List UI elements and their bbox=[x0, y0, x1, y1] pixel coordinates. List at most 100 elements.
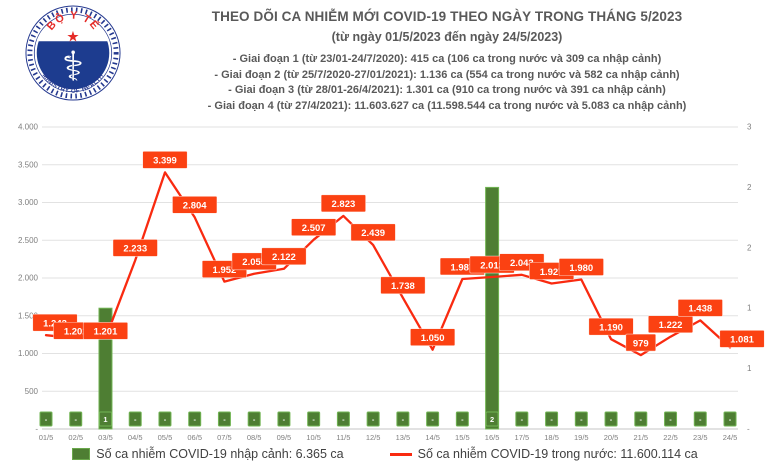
data-label-box bbox=[82, 322, 129, 340]
x-axis-label: 23/5 bbox=[693, 433, 708, 442]
y-axis-label-right: 1 bbox=[747, 304, 752, 313]
x-axis-label: 13/5 bbox=[396, 433, 411, 442]
x-axis-label: 21/5 bbox=[633, 433, 648, 442]
data-label: 1.050 bbox=[421, 333, 445, 344]
domestic-cases-line bbox=[44, 171, 732, 357]
bar-data-label: - bbox=[283, 415, 286, 424]
data-label: 2.233 bbox=[123, 244, 147, 255]
x-axis-label: 02/5 bbox=[68, 433, 83, 442]
data-label: 1.738 bbox=[391, 281, 415, 292]
data-label: 1.202 bbox=[64, 327, 88, 338]
x-axis-label: 05/5 bbox=[158, 433, 173, 442]
y-axis-label-right: 3 bbox=[747, 123, 752, 132]
chart-header: THEO DÕI CA NHIỄM MỚI COVID-19 THEO NGÀY… bbox=[128, 9, 766, 114]
phase-summary-3: - Giai đoạn 3 (từ 28/01-26/4/2021): 1.30… bbox=[228, 84, 666, 96]
bar-data-label-box bbox=[217, 411, 231, 427]
bar-data-label-box bbox=[247, 411, 261, 427]
y-axis-label-left: 2.500 bbox=[18, 236, 39, 245]
bar-data-label: - bbox=[164, 415, 167, 424]
x-axis-label: 06/5 bbox=[187, 433, 202, 442]
data-label-box bbox=[677, 299, 723, 317]
data-label: 1.927 bbox=[540, 267, 564, 278]
bar-data-label-box bbox=[723, 411, 737, 427]
bar-data-label: - bbox=[610, 415, 613, 424]
x-axis-label: 18/5 bbox=[544, 433, 559, 442]
data-label: 1.190 bbox=[599, 322, 623, 333]
legend-imported-label: Số ca nhiễm COVID-19 nhập cảnh: 6.365 ca bbox=[96, 447, 344, 461]
phase-summary-1: - Giai đoạn 1 (từ 23/01-24/7/2020): 415 … bbox=[232, 53, 662, 65]
data-label-box bbox=[320, 194, 366, 213]
x-axis-label: 22/5 bbox=[663, 433, 678, 442]
data-label-box bbox=[350, 223, 396, 242]
data-label-box bbox=[625, 333, 657, 352]
page-subtitle: (từ ngày 01/5/2023 đến ngày 24/5/2023) bbox=[331, 30, 563, 44]
bar-data-label: - bbox=[134, 415, 137, 424]
y-axis-label-left: 2.000 bbox=[18, 274, 39, 283]
bar-data-label: - bbox=[74, 415, 77, 424]
x-axis-label: 17/5 bbox=[515, 433, 530, 442]
y-axis-label-left: 3.000 bbox=[18, 198, 39, 207]
x-axis-label: 12/5 bbox=[366, 433, 381, 442]
bar-data-label: - bbox=[253, 415, 256, 424]
data-label-box bbox=[172, 195, 218, 214]
y-axis-label-left: - bbox=[35, 425, 38, 434]
data-label: 1.081 bbox=[730, 335, 754, 346]
x-axis-label: 16/5 bbox=[485, 433, 500, 442]
x-axis-label: 20/5 bbox=[604, 433, 619, 442]
data-label: 2.043 bbox=[510, 258, 534, 269]
chart-legend: Số ca nhiễm COVID-19 nhập cảnh: 6.365 ca… bbox=[0, 447, 770, 461]
star-icon: ★ bbox=[66, 29, 79, 45]
bar-data-label-box bbox=[574, 411, 588, 427]
logo-sunburst-ring bbox=[27, 7, 119, 99]
logo-blue-disc bbox=[36, 41, 110, 90]
data-label: 2.507 bbox=[302, 223, 326, 234]
data-label: 2.122 bbox=[272, 252, 296, 263]
bar-data-label: - bbox=[699, 415, 702, 424]
data-label-box bbox=[588, 317, 634, 336]
data-label-box bbox=[647, 315, 694, 334]
data-label: 2.823 bbox=[332, 199, 356, 210]
bar-data-label-box bbox=[158, 411, 172, 427]
y-axis-label-left: 1.500 bbox=[18, 311, 39, 320]
data-label-box bbox=[142, 151, 188, 169]
x-axis-label: 11/5 bbox=[336, 433, 350, 442]
data-label: 1.952 bbox=[213, 265, 237, 276]
data-label: 1.438 bbox=[688, 304, 712, 315]
bar-data-label: - bbox=[372, 415, 375, 424]
data-label-box bbox=[380, 276, 426, 295]
x-axis-label: 08/5 bbox=[247, 433, 262, 442]
bar-data-label-box bbox=[336, 411, 350, 427]
bar-data-label: - bbox=[521, 415, 524, 424]
bar-data-label-box bbox=[188, 411, 202, 427]
data-label-box bbox=[291, 218, 337, 237]
x-axis-label: 15/5 bbox=[455, 433, 470, 442]
bar-data-label-box bbox=[69, 411, 83, 427]
legend-bar-swatch-icon bbox=[72, 448, 91, 460]
legend-line-swatch-icon bbox=[389, 452, 412, 456]
y-axis-label-left: 4.000 bbox=[18, 123, 39, 132]
legend-item-domestic: Số ca nhiễm COVID-19 trong nước: 11.600.… bbox=[389, 447, 698, 461]
bar-data-label-box bbox=[366, 411, 380, 427]
x-axis-label: 07/5 bbox=[217, 433, 232, 442]
data-label: 3.399 bbox=[153, 156, 177, 167]
page-title: THEO DÕI CA NHIỄM MỚI COVID-19 THEO NGÀY… bbox=[211, 9, 683, 24]
bar-data-label-box bbox=[515, 411, 529, 427]
y-axis-label-right: 2 bbox=[747, 243, 752, 252]
y-axis-label-left: 3.500 bbox=[18, 160, 39, 169]
data-label-box bbox=[410, 328, 456, 347]
bar-data-label: - bbox=[223, 415, 226, 424]
bar-data-label-box bbox=[664, 411, 678, 427]
data-label: 1.980 bbox=[569, 263, 593, 274]
x-axis-label: 19/5 bbox=[574, 433, 589, 442]
bar-data-label: - bbox=[402, 415, 405, 424]
caduceus-icon: ⚕ bbox=[62, 43, 84, 89]
data-label-box bbox=[261, 247, 307, 266]
bar-data-label: - bbox=[431, 415, 434, 424]
data-label: 2.055 bbox=[242, 257, 266, 268]
x-axis-label: 14/5 bbox=[425, 433, 440, 442]
x-axis-label: 01/5 bbox=[39, 433, 54, 442]
y-axis-label-right: 1 bbox=[747, 364, 752, 373]
data-label-box bbox=[558, 258, 604, 276]
ministry-of-health-logo: BỘ Y TẾ ★ ⚕ MINISTRY OF HEALTH bbox=[25, 5, 121, 101]
